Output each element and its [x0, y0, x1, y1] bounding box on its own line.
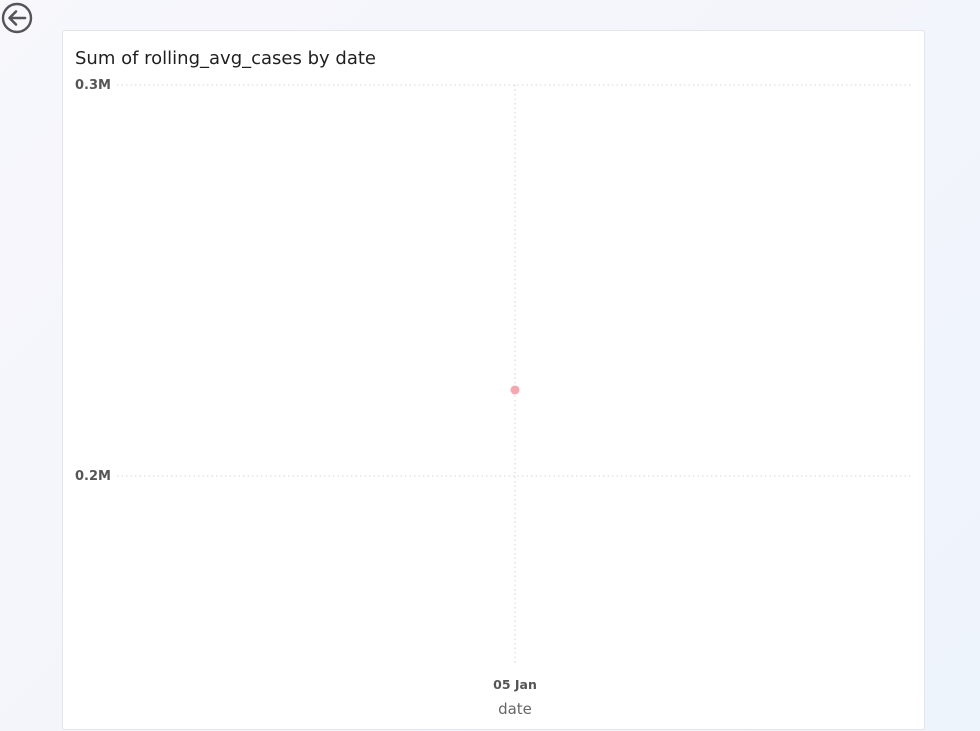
back-button[interactable] [1, 2, 33, 34]
back-arrow-icon [1, 2, 33, 34]
y-tick-label: 0.2M [75, 469, 111, 484]
x-tick-label: 05 Jan [493, 677, 537, 692]
data-point [510, 385, 520, 395]
chart-card: Sum of rolling_avg_cases by date 0.2M 0.3… [62, 30, 925, 730]
x-axis-title: date [498, 700, 532, 718]
y-tick-label: 0.3M [75, 78, 111, 93]
chart-title: Sum of rolling_avg_cases by date [75, 48, 376, 69]
chart-plot: 0.2M 0.3M 05 Jan date [75, 78, 911, 718]
